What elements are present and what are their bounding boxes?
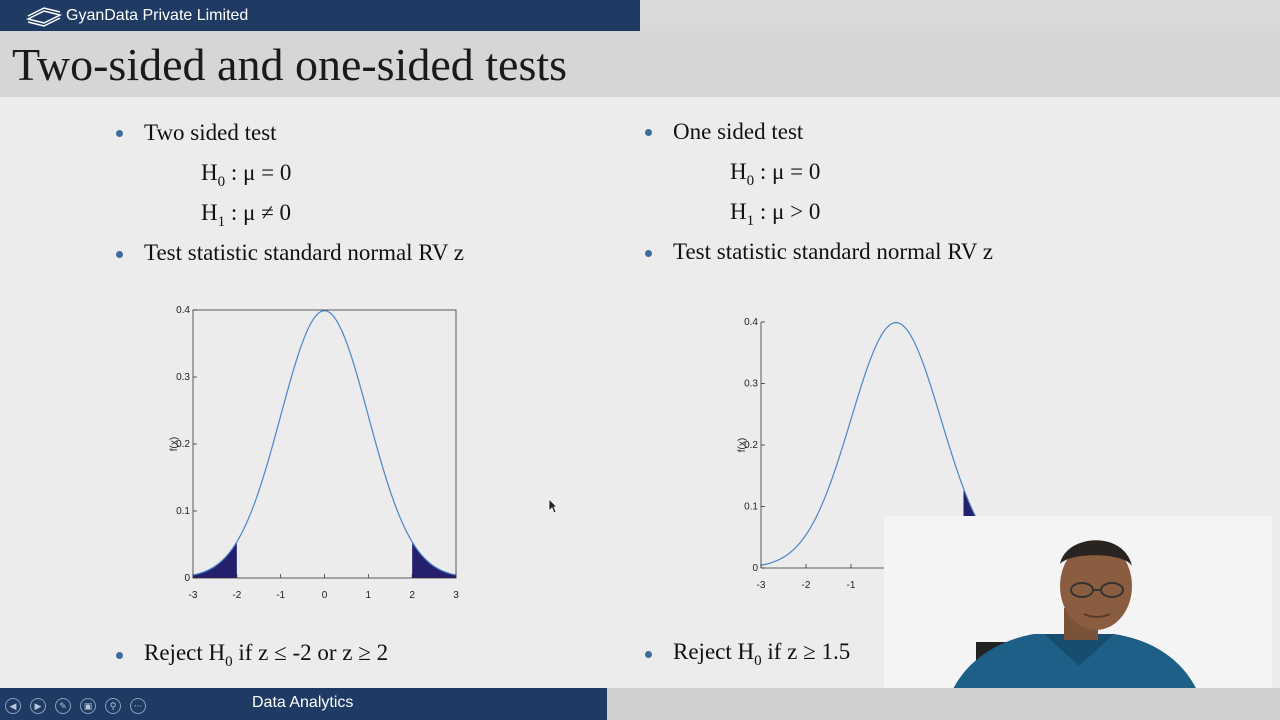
presenter-video-image bbox=[884, 516, 1272, 715]
rejection-region bbox=[412, 541, 456, 578]
mouse-cursor-icon bbox=[548, 498, 558, 514]
presenter-webcam bbox=[884, 516, 1272, 715]
bullet-dot bbox=[116, 652, 123, 659]
right-h0: H0 : μ = 0 bbox=[730, 159, 821, 189]
bullet-dot bbox=[645, 129, 652, 136]
left-h0: H0 : μ = 0 bbox=[201, 160, 292, 190]
x-tick-label: 0 bbox=[322, 590, 328, 601]
pen-icon[interactable]: ✎ bbox=[55, 698, 71, 714]
left-bullet-two-sided: Two sided test bbox=[144, 120, 277, 145]
reject-subscript: 0 bbox=[225, 654, 233, 670]
reject-condition: if z ≤ -2 or z ≥ 2 bbox=[232, 640, 389, 665]
y-tick-label: 0.2 bbox=[176, 439, 190, 450]
x-tick-label: -2 bbox=[802, 580, 811, 591]
y-tick-label: 0.4 bbox=[176, 305, 190, 316]
right-bullet-test-statistic: Test statistic standard normal RV z bbox=[673, 239, 993, 264]
right-reject-rule: Reject H0 if z ≥ 1.5 bbox=[673, 639, 851, 669]
h0-symbol: H bbox=[201, 160, 218, 185]
y-axis-label: f(x) bbox=[169, 437, 180, 451]
footer-bar bbox=[0, 688, 607, 720]
h1-subscript: 1 bbox=[217, 214, 226, 230]
more-icon[interactable]: ··· bbox=[130, 698, 146, 714]
x-tick-label: -3 bbox=[757, 580, 766, 591]
footer-bar-right bbox=[607, 688, 1280, 720]
header-bar bbox=[0, 0, 640, 31]
y-tick-label: 0.3 bbox=[744, 379, 758, 390]
x-tick-label: -1 bbox=[847, 580, 856, 591]
prev-icon[interactable]: ◀ bbox=[5, 698, 21, 714]
y-tick-label: 0 bbox=[752, 563, 758, 574]
bullet-dot bbox=[116, 130, 123, 137]
next-icon[interactable]: ▶ bbox=[30, 698, 46, 714]
rejection-region bbox=[193, 541, 237, 578]
brand-logo-icon bbox=[26, 7, 62, 27]
h1-symbol: H bbox=[201, 200, 218, 225]
x-tick-label: 3 bbox=[453, 590, 459, 601]
plot-frame bbox=[192, 309, 457, 579]
zoom-icon[interactable]: ⚲ bbox=[105, 698, 121, 714]
brand-name: GyanData Private Limited bbox=[66, 7, 249, 24]
title-band bbox=[0, 31, 1280, 97]
y-tick-label: 0.1 bbox=[176, 506, 190, 517]
left-reject-rule: Reject H0 if z ≤ -2 or z ≥ 2 bbox=[144, 640, 389, 670]
h1-statement: : μ ≠ 0 bbox=[230, 200, 291, 225]
header-bar-right bbox=[640, 0, 1280, 31]
reject-label: Reject H bbox=[673, 639, 755, 664]
h1-statement: : μ > 0 bbox=[759, 199, 821, 224]
x-tick-label: -1 bbox=[276, 590, 285, 601]
x-tick-label: -3 bbox=[189, 590, 198, 601]
reject-condition: if z ≥ 1.5 bbox=[761, 639, 851, 664]
x-tick-label: -2 bbox=[232, 590, 241, 601]
bullet-dot bbox=[116, 251, 123, 258]
x-tick-label: 2 bbox=[409, 590, 415, 601]
h1-symbol: H bbox=[730, 199, 747, 224]
h0-subscript: 0 bbox=[746, 173, 755, 189]
slide-title: Two-sided and one-sided tests bbox=[12, 39, 568, 90]
y-tick-label: 0.4 bbox=[744, 317, 758, 328]
left-bullet-test-statistic: Test statistic standard normal RV z bbox=[144, 240, 464, 265]
left-h1: H1 : μ ≠ 0 bbox=[201, 200, 291, 230]
x-tick-label: 1 bbox=[366, 590, 372, 601]
slides-icon[interactable]: ▣ bbox=[80, 698, 96, 714]
y-tick-label: 0.2 bbox=[744, 440, 758, 451]
brand: GyanData Private Limited bbox=[26, 4, 248, 28]
h0-symbol: H bbox=[730, 159, 747, 184]
reject-label: Reject H bbox=[144, 640, 226, 665]
pdf-curve bbox=[192, 310, 457, 576]
two-sided-normal-chart: -3 -2 -1 0 1 2 3 0 0.1 0.2 0.3 0.4 f(x) bbox=[169, 305, 459, 601]
h0-subscript: 0 bbox=[217, 174, 226, 190]
right-h1: H1 : μ > 0 bbox=[730, 199, 821, 229]
bullet-dot bbox=[645, 651, 652, 658]
right-bullet-one-sided: One sided test bbox=[673, 119, 804, 144]
y-axis-label: f(x) bbox=[737, 438, 748, 452]
y-tick-label: 0.1 bbox=[744, 502, 758, 513]
h0-statement: : μ = 0 bbox=[759, 159, 821, 184]
h1-subscript: 1 bbox=[746, 213, 755, 229]
footer-title: Data Analytics bbox=[252, 694, 354, 711]
y-tick-label: 0.3 bbox=[176, 372, 190, 383]
reject-subscript: 0 bbox=[754, 653, 762, 669]
y-tick-label: 0 bbox=[184, 573, 190, 584]
bullet-dot bbox=[645, 250, 652, 257]
h0-statement: : μ = 0 bbox=[230, 160, 292, 185]
